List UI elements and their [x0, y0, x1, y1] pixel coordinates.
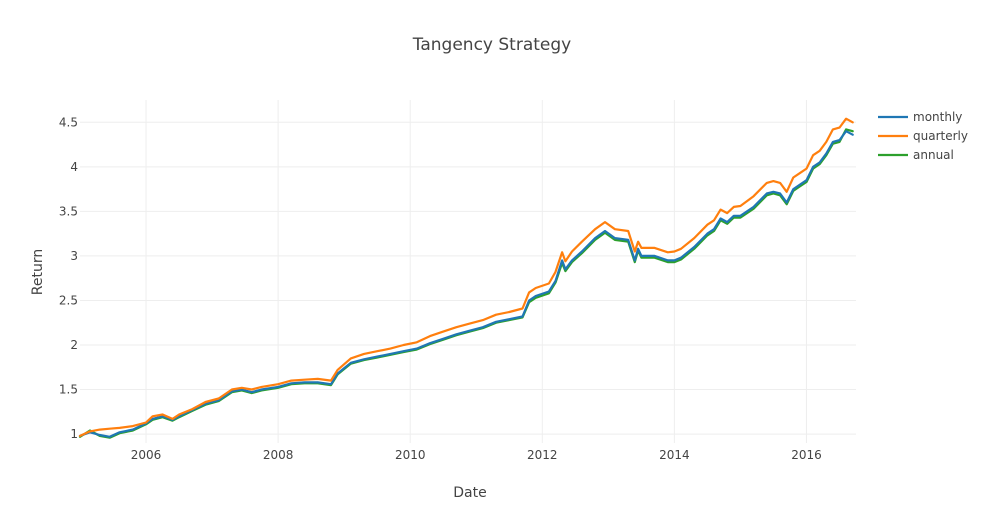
legend-label-annual: annual [913, 148, 954, 162]
x-tick-label: 2008 [263, 448, 294, 462]
x-tick-label: 2012 [527, 448, 558, 462]
x-tick-label: 2014 [659, 448, 690, 462]
y-tick-label: 2.5 [59, 293, 78, 307]
y-tick-label: 2 [70, 338, 78, 352]
x-tick-label: 2010 [395, 448, 426, 462]
series-line-annual [78, 128, 854, 439]
legend-label-quarterly: quarterly [913, 129, 968, 143]
legend-label-monthly: monthly [913, 110, 962, 124]
y-tick-label: 1.5 [59, 383, 78, 397]
y-tick-label: 3 [70, 249, 78, 263]
y-tick-label: 3.5 [59, 204, 78, 218]
chart-title: Tangency Strategy [412, 35, 571, 55]
grid-lines [80, 100, 856, 443]
y-tick-label: 1 [70, 427, 78, 441]
y-tick-label: 4 [70, 160, 78, 174]
legend: monthly quarterly annual [878, 110, 968, 162]
x-tick-label: 2006 [131, 448, 162, 462]
x-axis-ticks: 2006 2008 2010 2012 2014 2016 [131, 448, 822, 462]
x-axis-label: Date [453, 485, 486, 501]
y-axis-ticks: 1 1.5 2 2.5 3 3.5 4 4.5 [59, 115, 78, 441]
x-tick-label: 2016 [791, 448, 822, 462]
y-tick-label: 4.5 [59, 115, 78, 129]
series-lines [78, 117, 854, 439]
series-line-quarterly [78, 117, 854, 437]
series-line-monthly [78, 130, 854, 438]
y-axis-label: Return [30, 249, 46, 295]
